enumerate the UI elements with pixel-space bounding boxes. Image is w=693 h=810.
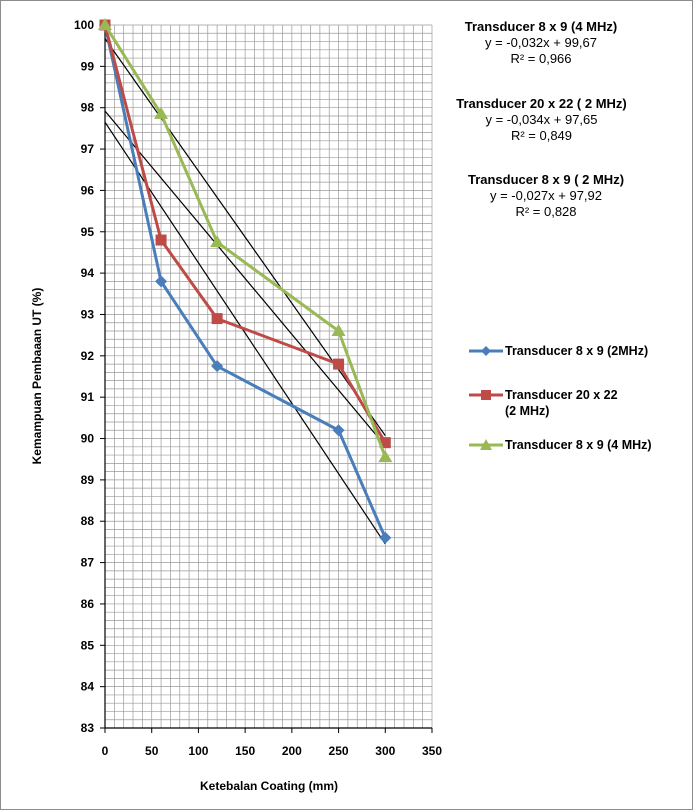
data-point-triangle [154, 106, 169, 119]
y-tick-label: 88 [81, 514, 95, 528]
legend-label: Transducer 8 x 9 (2MHz) [505, 344, 649, 358]
trendline-equation-1: Transducer 8 x 9 (4 MHz) y = -0,032x + 9… [456, 19, 626, 67]
equation-r2: R² = 0,849 [510, 128, 573, 143]
data-point-square [211, 313, 223, 325]
y-tick-label: 89 [81, 473, 95, 487]
y-tick-label: 93 [81, 307, 95, 321]
equation-title: Transducer 8 x 9 ( 2 MHz) [467, 172, 625, 187]
x-tick-label: 0 [102, 744, 109, 758]
x-axis-title: Ketebalan Coating (mm) [200, 779, 338, 793]
x-tick-label: 50 [145, 744, 159, 758]
y-axis-title: Kemampuan Pembaaan UT (%) [30, 288, 44, 465]
data-point-square [379, 437, 391, 449]
trendline [104, 121, 386, 545]
legend-label: Transducer 20 x 22 (2 MHz) [505, 388, 618, 418]
y-tick-label: 84 [81, 680, 95, 694]
x-tick-label: 150 [235, 744, 255, 758]
data-point-triangle [210, 235, 225, 248]
legend-label: Transducer 8 x 9 (4 MHz) [505, 438, 652, 452]
data-point-triangle [98, 18, 112, 30]
y-tick-label: 87 [81, 556, 95, 570]
triangle-marker-icon [469, 439, 503, 450]
data-point-diamond [211, 360, 224, 373]
data-point-triangle [378, 450, 393, 463]
y-tick-label: 99 [81, 59, 95, 73]
x-tick-label: 200 [282, 744, 302, 758]
y-tick-label: 94 [81, 266, 95, 280]
axis-layer [100, 24, 433, 733]
y-tick-label: 90 [81, 432, 95, 446]
equation-text: y = -0,027x + 97,92 [489, 188, 603, 203]
data-point-diamond [155, 275, 168, 288]
y-tick-label: 97 [81, 142, 95, 156]
square-marker-icon [469, 390, 503, 400]
data-point-triangle [331, 324, 346, 337]
trendline-equation-2: Transducer 20 x 22 ( 2 MHz) y = -0,034x … [449, 96, 634, 144]
y-tick-label: 100 [74, 18, 94, 32]
y-tick-label: 96 [81, 183, 95, 197]
grid-layer [104, 24, 433, 729]
y-tick-label: 86 [81, 597, 95, 611]
y-tick-label: 98 [81, 101, 95, 115]
equation-title: Transducer 8 x 9 (4 MHz) [464, 19, 618, 34]
y-tick-label: 92 [81, 349, 95, 363]
equation-r2: R² = 0,828 [515, 204, 577, 219]
y-tick-label: 95 [81, 225, 95, 239]
y-tick-label: 83 [81, 721, 95, 735]
trendline-equation-3: Transducer 8 x 9 ( 2 MHz) y = -0,027x + … [460, 172, 632, 220]
x-tick-label: 300 [375, 744, 395, 758]
equation-text: y = -0,032x + 99,67 [484, 35, 598, 50]
x-tick-label: 100 [188, 744, 208, 758]
x-tick-label: 250 [329, 744, 349, 758]
equation-title: Transducer 20 x 22 ( 2 MHz) [456, 96, 627, 111]
data-point-square [333, 358, 345, 370]
equation-text: y = -0,034x + 97,65 [485, 112, 598, 127]
series-layer [98, 18, 393, 544]
equation-r2: R² = 0,966 [510, 51, 572, 66]
x-tick-label: 350 [422, 744, 442, 758]
y-tick-label: 85 [81, 638, 95, 652]
y-tick-label: 91 [81, 390, 95, 404]
tick-label-layer: 0 50 100 150 200 250 300 350 83 84 85 86 87 88 89 90 91 9… [74, 18, 442, 758]
trendline [104, 110, 386, 447]
data-point-square [155, 234, 167, 246]
data-point-diamond [332, 424, 345, 437]
data-point-diamond [379, 531, 392, 544]
diamond-marker-icon [469, 346, 503, 356]
